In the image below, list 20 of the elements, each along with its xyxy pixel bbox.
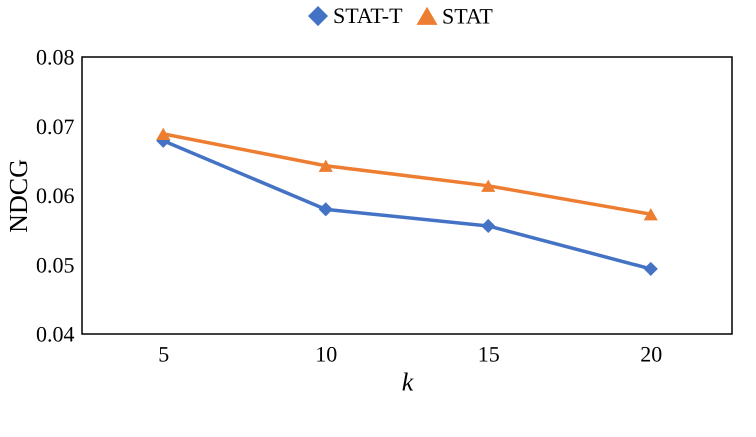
x-tick-label: 15 xyxy=(478,342,500,366)
y-tick-label: 0.08 xyxy=(36,44,74,70)
y-tick-label: 0.06 xyxy=(36,183,74,208)
point xyxy=(481,218,496,234)
point xyxy=(318,202,333,216)
point xyxy=(156,128,170,140)
x-tick-label: 5 xyxy=(158,342,170,366)
y-tick-label: 0.05 xyxy=(36,252,74,278)
point xyxy=(644,262,658,276)
legend-label: STAT-T xyxy=(333,3,404,28)
legend-label: STAT xyxy=(442,4,494,29)
x-tick-label: 10 xyxy=(315,342,338,366)
point xyxy=(481,180,496,192)
y-tick-label: 0.04 xyxy=(36,322,74,346)
point xyxy=(318,160,333,172)
y-tick-label: 0.07 xyxy=(36,114,74,139)
x-tick-label: 20 xyxy=(640,342,662,366)
y-axis-title: NDCG xyxy=(4,159,33,233)
x-axis-title: k xyxy=(402,368,414,396)
point xyxy=(644,208,658,220)
